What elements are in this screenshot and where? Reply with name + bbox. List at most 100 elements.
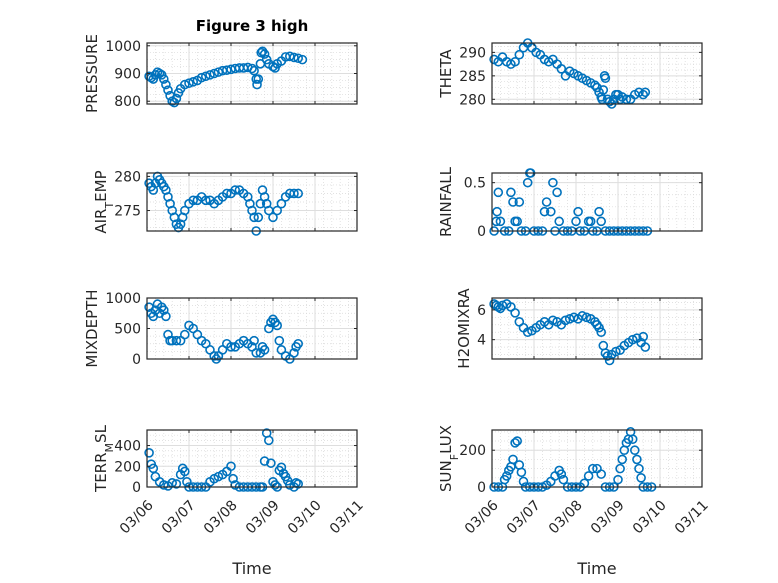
y-tick-label: 1000 bbox=[105, 39, 141, 55]
data-point bbox=[144, 447, 154, 458]
data-point bbox=[188, 195, 198, 206]
data-point bbox=[613, 474, 623, 485]
data-point bbox=[548, 315, 558, 326]
y-axis-label: THETA bbox=[437, 49, 455, 99]
data-point bbox=[274, 335, 285, 346]
data-point bbox=[518, 476, 529, 487]
y-axis-label: SUNFLUX bbox=[437, 425, 461, 492]
data-point bbox=[226, 341, 236, 352]
data-point bbox=[594, 322, 604, 333]
data-point bbox=[159, 74, 169, 84]
data-point bbox=[253, 212, 264, 223]
y-axis-label: AIRTEMP bbox=[92, 170, 116, 233]
data-point bbox=[556, 64, 567, 74]
data-point bbox=[161, 311, 171, 322]
x-tick-label: 03/06 bbox=[117, 497, 157, 537]
data-point bbox=[297, 54, 308, 65]
subplot-terr-msl: 0 200 400 03/06 03/07 03/08 03/09 03/10 03/11 TER… bbox=[92, 424, 367, 578]
data-point bbox=[573, 206, 583, 217]
data-point bbox=[585, 216, 596, 227]
data-point bbox=[621, 94, 632, 105]
data-point bbox=[247, 63, 257, 74]
data-point bbox=[253, 74, 264, 84]
data-point bbox=[249, 212, 259, 223]
data-point bbox=[640, 87, 651, 98]
data-point bbox=[188, 77, 198, 87]
data-point bbox=[592, 82, 602, 93]
x-tick-label: 03/11 bbox=[672, 497, 712, 537]
data-point bbox=[252, 79, 262, 90]
data-point bbox=[604, 355, 615, 366]
data-point bbox=[180, 79, 190, 90]
data-point bbox=[180, 466, 190, 477]
data-point bbox=[541, 197, 552, 207]
axes-box bbox=[491, 172, 703, 232]
data-point bbox=[583, 471, 594, 481]
figure-title: Figure 3 high bbox=[196, 17, 309, 35]
data-point bbox=[182, 477, 192, 487]
y-axis-label: MIXDEPTH bbox=[83, 289, 101, 367]
y-tick-label: 280 bbox=[114, 169, 141, 185]
x-tick-label: 03/07 bbox=[159, 497, 199, 537]
data-point bbox=[600, 73, 611, 83]
data-point bbox=[163, 85, 173, 95]
data-point bbox=[180, 329, 190, 340]
x-axis-label: Time bbox=[231, 559, 271, 578]
data-point bbox=[508, 454, 518, 465]
y-tick-label: 900 bbox=[114, 67, 141, 83]
y-tick-label: 0 bbox=[477, 480, 486, 496]
data-point bbox=[171, 93, 182, 104]
y-axis-label: TERRMSL bbox=[92, 424, 116, 493]
data-point bbox=[272, 205, 283, 216]
data-point bbox=[226, 461, 236, 472]
data-point bbox=[627, 434, 638, 444]
data-point bbox=[293, 338, 304, 349]
y-tick-label: 280 bbox=[459, 92, 486, 108]
axes-box bbox=[491, 429, 703, 488]
data-point bbox=[508, 197, 518, 207]
data-point bbox=[293, 53, 304, 64]
data-point bbox=[259, 456, 270, 466]
data-point bbox=[259, 49, 270, 59]
y-tick-label: 200 bbox=[459, 443, 486, 459]
y-tick-label: 6 bbox=[477, 303, 486, 319]
data-point bbox=[539, 206, 550, 217]
data-point bbox=[636, 473, 646, 483]
data-point bbox=[251, 348, 262, 358]
data-point bbox=[171, 479, 182, 489]
data-point bbox=[205, 70, 215, 80]
plot-area bbox=[492, 430, 702, 487]
subplot-rainfall: 0 0.5 RAINFALL bbox=[437, 166, 703, 240]
axes-box bbox=[146, 429, 358, 488]
data-point bbox=[545, 206, 556, 217]
data-point bbox=[596, 469, 607, 479]
y-tick-label: 1000 bbox=[105, 291, 141, 307]
data-point bbox=[213, 67, 224, 77]
y-tick-label: 0 bbox=[132, 480, 141, 496]
data-point bbox=[634, 463, 644, 474]
data-point bbox=[259, 345, 270, 355]
data-point bbox=[548, 177, 558, 188]
data-point bbox=[196, 72, 207, 83]
data-point bbox=[255, 198, 266, 209]
data-point bbox=[522, 177, 533, 188]
data-point bbox=[514, 49, 525, 60]
axes-box bbox=[491, 42, 703, 105]
x-tick-label: 03/09 bbox=[588, 497, 628, 537]
data-point bbox=[514, 197, 525, 207]
x-tick-label: 03/06 bbox=[462, 497, 502, 537]
y-tick-label: 0.5 bbox=[464, 176, 486, 192]
data-point bbox=[230, 185, 240, 195]
y-axis-label: PRESSURE bbox=[83, 34, 101, 113]
data-point bbox=[615, 463, 625, 474]
y-axis-label: RAINFALL bbox=[437, 166, 455, 237]
data-point bbox=[150, 70, 161, 80]
data-point bbox=[577, 311, 588, 321]
data-point bbox=[161, 79, 171, 90]
data-point bbox=[558, 474, 569, 485]
y-tick-label: 200 bbox=[114, 459, 141, 475]
